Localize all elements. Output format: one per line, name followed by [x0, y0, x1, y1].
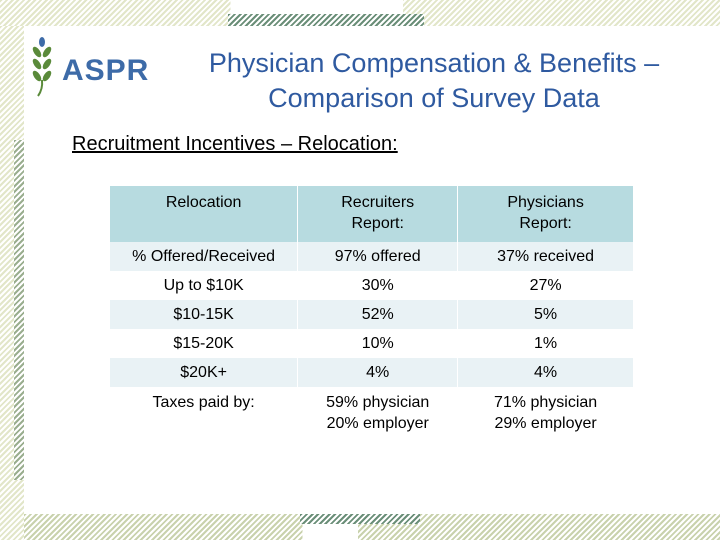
- header-recruiters-line2: Report:: [351, 215, 404, 232]
- table-row-taxes: Taxes paid by: 59% physician 20% employe…: [110, 387, 634, 464]
- title-line-2: Comparison of Survey Data: [268, 83, 600, 113]
- row-label: Up to $10K: [110, 271, 299, 300]
- aspr-logo: ASPR: [30, 34, 150, 98]
- physicians-value: 27%: [457, 271, 634, 300]
- table-row: $10-15K 52% 5%: [110, 300, 634, 329]
- logo-text: ASPR: [62, 54, 150, 87]
- header-physicians: Physicians Report:: [457, 186, 634, 242]
- recruiters-value: 30%: [297, 271, 459, 300]
- physicians-value: 4%: [457, 358, 634, 387]
- relocation-table: Relocation Recruiters Report: Physicians…: [110, 186, 634, 464]
- physicians-value: 1%: [457, 329, 634, 358]
- section-subtitle: Recruitment Incentives – Relocation:: [72, 133, 398, 155]
- physicians-value: 37% received: [457, 242, 634, 271]
- header-physicians-line1: Physicians: [507, 194, 584, 211]
- taxes-label: Taxes paid by:: [110, 387, 299, 464]
- taxes-recruiters-employer: 20% employer: [326, 415, 429, 432]
- taxes-physicians: 71% physician 29% employer: [457, 387, 634, 464]
- row-label: $10-15K: [110, 300, 299, 329]
- header-relocation: Relocation: [110, 186, 299, 242]
- recruiters-value: 4%: [297, 358, 459, 387]
- recruiters-value: 10%: [297, 329, 459, 358]
- title-line-1: Physician Compensation & Benefits –: [208, 48, 660, 78]
- decorative-frame-top-accent: [228, 14, 424, 26]
- table-row: Up to $10K 30% 27%: [110, 271, 634, 300]
- physicians-value: 5%: [457, 300, 634, 329]
- table-row: $20K+ 4% 4%: [110, 358, 634, 387]
- page-title: Physician Compensation & Benefits – Comp…: [154, 46, 714, 116]
- wheat-icon: [32, 37, 52, 97]
- taxes-recruiters-physician: 59% physician: [326, 394, 430, 411]
- recruiters-value: 97% offered: [297, 242, 459, 271]
- header-relocation-label: Relocation: [165, 194, 242, 211]
- table-row: % Offered/Received 97% offered 37% recei…: [110, 242, 634, 271]
- row-label: % Offered/Received: [110, 242, 299, 271]
- decorative-frame-bottom-accent: [300, 514, 420, 524]
- header-recruiters-line1: Recruiters: [341, 194, 415, 211]
- row-label: $15-20K: [110, 329, 299, 358]
- taxes-recruiters: 59% physician 20% employer: [297, 387, 459, 464]
- decorative-frame-left-accent: [14, 140, 24, 480]
- taxes-physicians-physician: 71% physician: [494, 394, 598, 411]
- slide-content: ASPR Physician Compensation & Benefits –…: [24, 26, 720, 514]
- header-recruiters: Recruiters Report:: [297, 186, 459, 242]
- table-header-row: Relocation Recruiters Report: Physicians…: [110, 186, 634, 242]
- recruiters-value: 52%: [297, 300, 459, 329]
- header-physicians-line2: Report:: [519, 215, 572, 232]
- taxes-physicians-employer: 29% employer: [494, 415, 597, 432]
- table-row: $15-20K 10% 1%: [110, 329, 634, 358]
- row-label: $20K+: [110, 358, 299, 387]
